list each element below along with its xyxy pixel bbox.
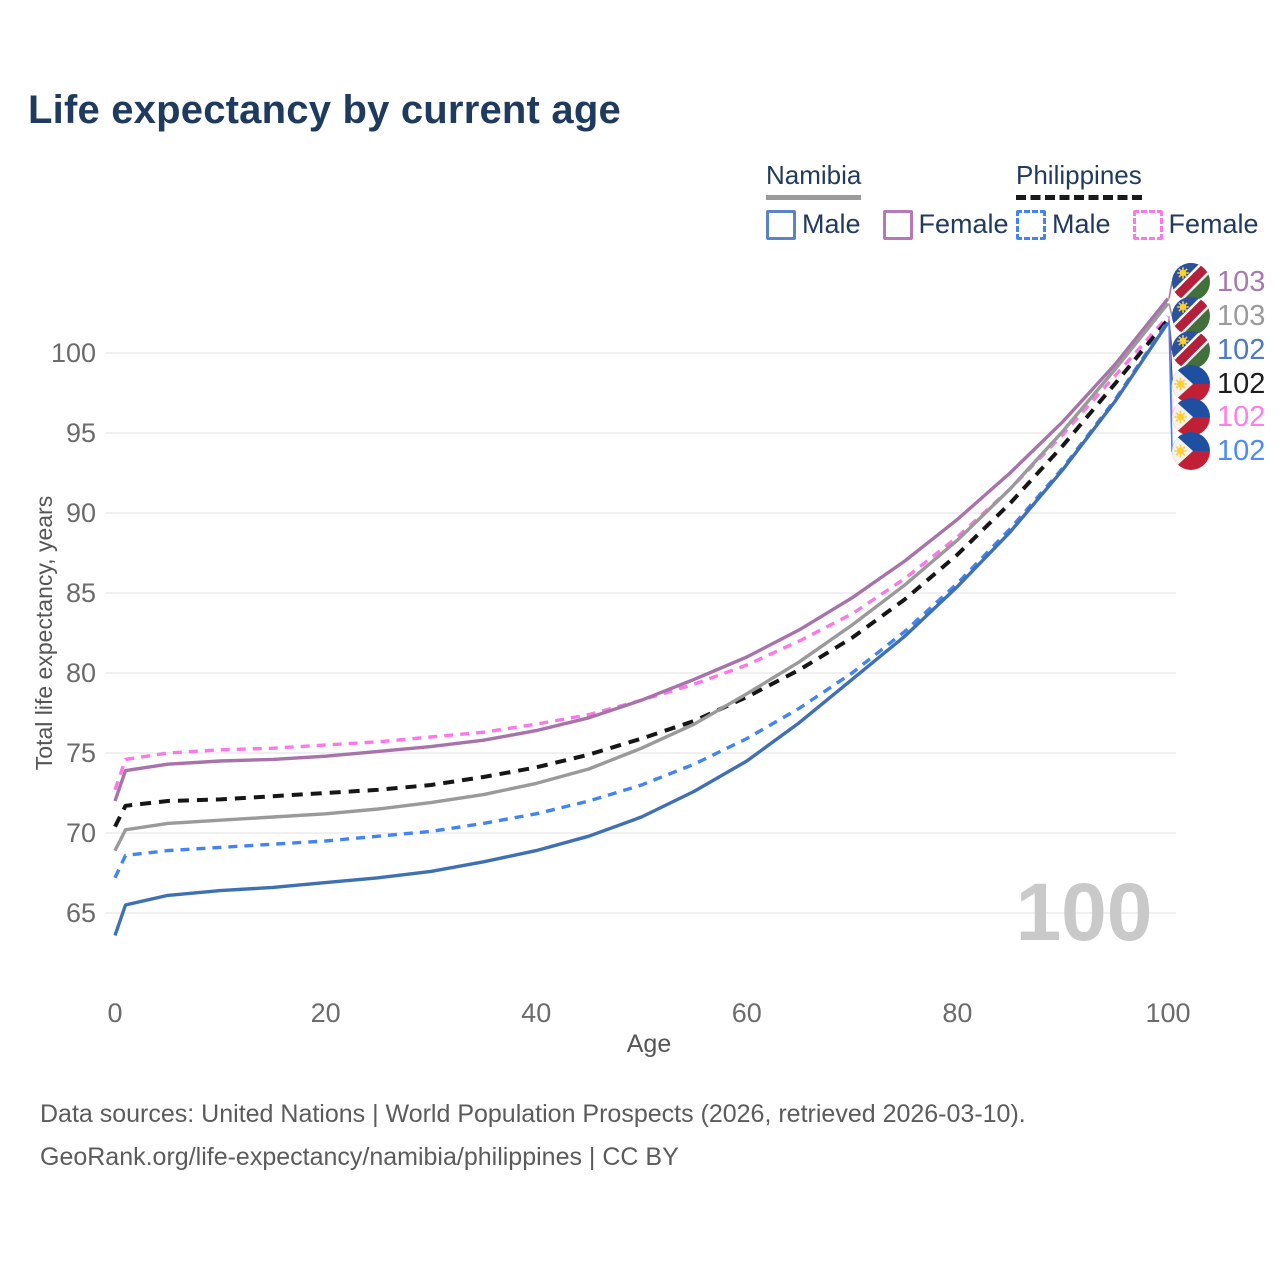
legend-item-namibia-male[interactable]: Male	[766, 209, 861, 240]
series-line-namibia_male[interactable]	[113, 321, 1170, 936]
x-tick-label: 80	[942, 998, 972, 1028]
legend-label: Male	[802, 209, 861, 239]
x-tick-label: 60	[732, 998, 762, 1028]
series-line-philippines_female[interactable]	[113, 315, 1170, 791]
page-title: Life expectancy by current age	[28, 88, 621, 132]
y-tick-label: 70	[66, 818, 96, 848]
age-counter-watermark: 100	[1016, 867, 1153, 958]
legend-item-namibia-female[interactable]: Female	[882, 209, 1009, 240]
y-tick-label: 65	[66, 898, 96, 928]
philippines-male-checkbox[interactable]	[1016, 209, 1046, 240]
y-tick-label: 90	[66, 498, 96, 528]
y-tick-label: 85	[66, 578, 96, 608]
data-sources-text: Data sources: United Nations | World Pop…	[40, 1100, 1026, 1128]
legend-group-namibia: Namibia Male Female	[766, 160, 1009, 240]
x-tick-label: 20	[311, 998, 341, 1028]
leader-line-namibia_female	[1168, 281, 1178, 299]
legend-country-philippines[interactable]: Philippines	[1016, 160, 1142, 200]
x-tick-label: 40	[521, 998, 551, 1028]
legend-group-philippines: Philippines Male Female	[1016, 160, 1259, 240]
x-tick-label: 0	[107, 998, 122, 1028]
y-tick-label: 95	[66, 418, 96, 448]
y-axis-title: Total life expectancy, years	[31, 496, 57, 770]
philippines-female-checkbox[interactable]	[1132, 209, 1163, 240]
attribution-link-text[interactable]: GeoRank.org/life-expectancy/namibia/phil…	[40, 1143, 679, 1171]
footer: Data sources: United Nations | World Pop…	[40, 1100, 1026, 1186]
legend-item-philippines-male[interactable]: Male	[1016, 209, 1111, 240]
y-tick-label: 100	[51, 338, 96, 368]
y-tick-label: 75	[66, 738, 96, 768]
series-line-philippines_both[interactable]	[113, 318, 1170, 828]
series-line-namibia_female[interactable]	[113, 297, 1170, 802]
y-tick-label: 80	[66, 658, 96, 688]
leader-line-namibia_both	[1168, 303, 1178, 317]
legend-item-philippines-female[interactable]: Female	[1132, 209, 1259, 240]
namibia-male-checkbox[interactable]	[766, 209, 796, 240]
legend-label: Female	[918, 209, 1009, 239]
legend-label: Female	[1168, 209, 1259, 239]
legend-country-namibia[interactable]: Namibia	[766, 160, 862, 200]
x-tick-label: 100	[1145, 998, 1190, 1028]
namibia-female-checkbox[interactable]	[882, 209, 913, 240]
legend-label: Male	[1052, 209, 1111, 239]
series-line-philippines_male[interactable]	[113, 320, 1170, 879]
series-line-namibia_both[interactable]	[113, 302, 1170, 852]
x-axis-title: Age	[627, 1030, 671, 1058]
